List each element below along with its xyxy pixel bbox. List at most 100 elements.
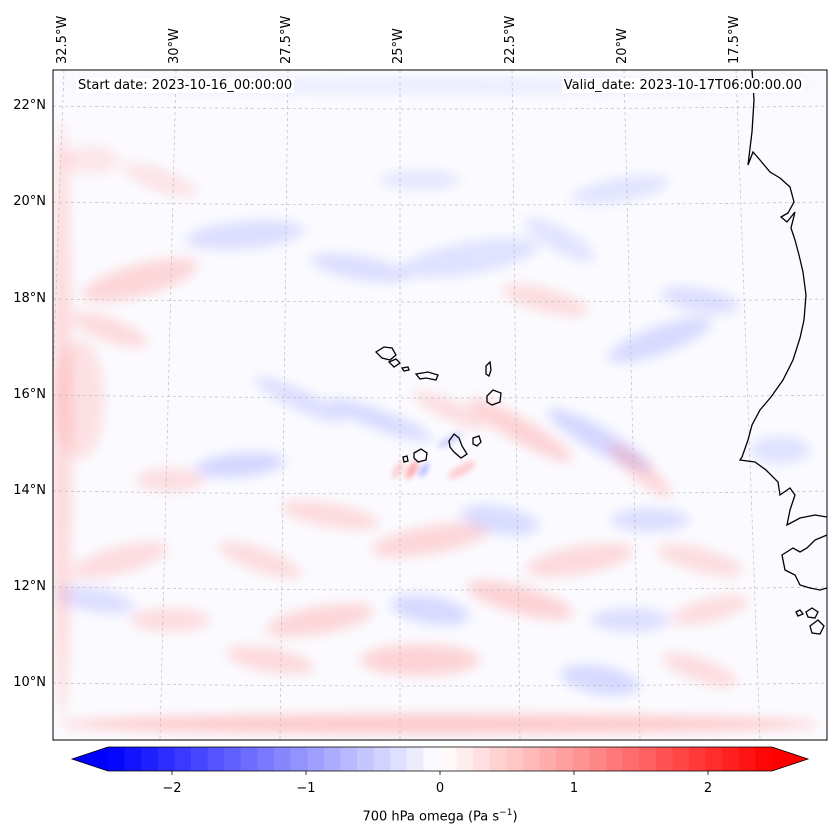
colorbar-label-exponent: −1 (499, 808, 513, 818)
colorbar-segment (357, 747, 375, 771)
colorbar-segment (440, 747, 458, 771)
colorbar-tick-label: 1 (569, 781, 579, 796)
colorbar-segment (423, 747, 441, 771)
map-frame (52, 69, 828, 741)
positive-omega-area (391, 461, 405, 479)
negative-omega-area (608, 317, 712, 363)
longitude-label: 30°W (167, 28, 182, 64)
longitude-label: 20°W (615, 28, 630, 64)
colorbar-segment (157, 747, 175, 771)
colorbar-segment (672, 747, 690, 771)
colorbar-segment (572, 747, 590, 771)
parallel-line (53, 105, 827, 110)
colorbar-max-extend (772, 747, 808, 771)
brava-island (402, 455, 409, 463)
negative-omega-area (524, 217, 596, 263)
latitude-label: 12°N (13, 579, 46, 594)
colorbar-tick-label: −2 (162, 781, 182, 796)
latitude-label: 10°N (13, 675, 46, 690)
positive-omega-area (413, 390, 487, 430)
bijagos-islands (795, 607, 825, 635)
start-date-label: Start date: 2023-10-16_00:00:00 (76, 78, 295, 93)
negative-omega-area (401, 238, 539, 278)
colorbar-label: 700 hPa omega (Pa s−1) (0, 808, 837, 824)
colorbar-segment (738, 747, 756, 771)
sao-nicolau-island (414, 371, 439, 381)
colorbar-segment (274, 747, 292, 771)
colorbar-segment (456, 747, 474, 771)
negative-omega-area (310, 253, 410, 283)
colorbar-segment (141, 747, 159, 771)
latitude-label: 20°N (13, 194, 46, 209)
colorbar-segment (257, 747, 275, 771)
colorbar-segment (290, 747, 308, 771)
positive-omega-area (447, 460, 477, 480)
positive-omega-area (72, 312, 148, 348)
colorbar-segment (506, 747, 524, 771)
colorbar-segment (340, 747, 358, 771)
valid-date-label: Valid_date: 2023-10-17T06:00:00.00 (561, 78, 804, 93)
negative-omega-area (328, 398, 432, 442)
positive-omega-area (405, 461, 419, 479)
colorbar (70, 746, 810, 775)
boa-vista-island (486, 389, 502, 406)
negative-omega-area (660, 286, 740, 314)
positive-omega-area (81, 258, 199, 302)
colorbar-tick-label: −1 (296, 781, 316, 796)
positive-omega-area (525, 543, 635, 577)
parallel-line (53, 490, 827, 495)
colorbar-label-close: ) (512, 809, 518, 825)
longitude-label: 17.5°W (727, 15, 742, 64)
negative-omega-area (610, 508, 690, 532)
africa-coastline (738, 70, 827, 527)
colorbar-segment (722, 747, 740, 771)
negative-omega-area (570, 175, 670, 205)
parallel-line (53, 394, 827, 399)
colorbar-segment (589, 747, 607, 771)
colorbar-segment (240, 747, 258, 771)
fogo-island (413, 448, 428, 463)
positive-omega-area (671, 594, 749, 626)
colorbar-min-extend (72, 747, 108, 771)
guinea-coast (781, 534, 827, 591)
negative-omega-area (380, 170, 460, 190)
colorbar-segment (224, 747, 242, 771)
colorbar-segment (390, 747, 408, 771)
positive-omega-area (135, 468, 205, 492)
positive-omega-area (265, 603, 375, 637)
negative-omega-area (750, 436, 810, 464)
colorbar-segment (705, 747, 723, 771)
positive-omega-area (60, 146, 120, 174)
positive-omega-area (122, 162, 198, 198)
latitude-label: 18°N (13, 291, 46, 306)
coastline (374, 70, 827, 635)
parallel-line (53, 682, 827, 687)
latitude-label: 22°N (13, 98, 46, 113)
positive-omega-area (501, 283, 589, 317)
colorbar-segment (489, 747, 507, 771)
positive-omega-area (217, 540, 303, 580)
latitude-label: 14°N (13, 483, 46, 498)
positive-omega-area (360, 644, 480, 676)
maio-island (472, 435, 482, 447)
colorbar-label-text: 700 hPa omega (Pa s (362, 809, 500, 825)
colorbar-segment (406, 747, 424, 771)
longitude-label: 32.5°W (55, 15, 70, 64)
colorbar-segment (523, 747, 541, 771)
negative-omega-area (390, 594, 470, 626)
graticule (53, 70, 827, 740)
colorbar-segment (539, 747, 557, 771)
longitude-label: 27.5°W (279, 15, 294, 64)
longitude-label: 25°W (391, 28, 406, 64)
positive-omega-area (370, 522, 490, 558)
colorbar-segment (556, 747, 574, 771)
positive-omega-area (60, 714, 820, 734)
santa-luzia-island (400, 366, 410, 372)
colorbar-tick-label: 2 (703, 781, 713, 796)
colorbar-segment (174, 747, 192, 771)
colorbar-segment (755, 747, 773, 771)
sao-vicente-island (387, 358, 402, 368)
positive-omega-area (280, 500, 380, 530)
